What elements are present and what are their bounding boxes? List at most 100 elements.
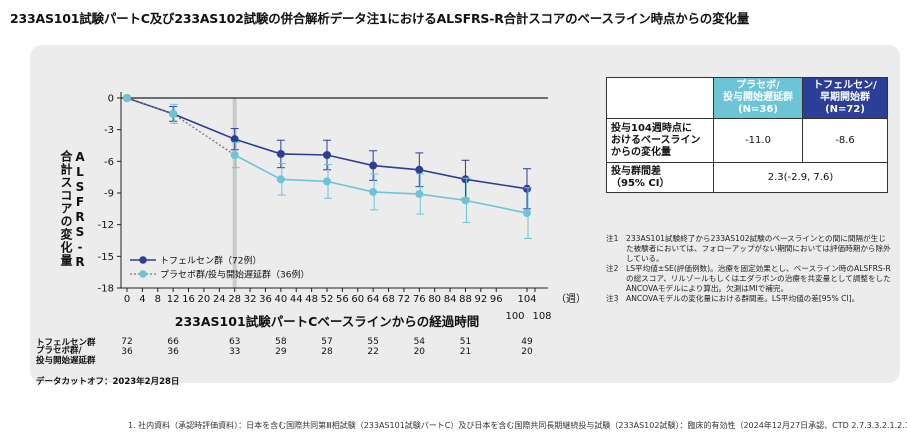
footnotes: 注1 233AS101試験終了から233AS102試験のベースラインとの間に間隔が… [606, 234, 891, 304]
nrisk-value: 29 [275, 347, 287, 357]
nrisk-value: 58 [275, 337, 287, 347]
reference: 1. 社内資料（承認時評価資料）：日本を含む国際共同第Ⅲ相試験（233AS101… [128, 421, 907, 430]
x-tick-label: 96 [490, 294, 503, 305]
x-tick-label: 4 [139, 294, 145, 305]
data-point [323, 177, 331, 186]
data-cutoff: データカットオフ：2023年2月28日 [36, 377, 180, 387]
nrisk-label-placebo: プラセボ群/投与開始遅延群 [36, 346, 96, 366]
x-tick-label: 32 [244, 294, 257, 305]
chart-marks [123, 94, 532, 239]
nrisk-value: 57 [321, 337, 332, 347]
x-tick-label: 48 [305, 294, 318, 305]
x-tick-label: 84 [444, 294, 457, 305]
nrisk-value: 72 [121, 337, 132, 347]
summary-col-tofersen: トフェルセン/早期開始群 (N=72) [802, 77, 888, 119]
nrisk-value: 21 [460, 347, 471, 357]
summary-row1-label: 投与104週時点に おけるベースライン からの変化量 [606, 118, 714, 163]
chart-legend: トフェルセン群（72例） プラセボ群/投与開始遅延群（36例） [130, 255, 310, 281]
data-point [369, 161, 378, 170]
y-tick-label: 0 [108, 94, 114, 105]
data-point [230, 135, 239, 144]
x-tick-label: 92 [474, 294, 487, 305]
data-point [323, 151, 331, 159]
x-tick-label: 72 [398, 294, 411, 305]
data-point [523, 209, 531, 218]
x-tick-label: 52 [321, 294, 334, 305]
x-tick-label: 36 [259, 294, 272, 305]
data-point [276, 175, 285, 184]
x-axis-label: 233AS101試験パートCベースラインからの経過時間 [175, 314, 479, 329]
legend-label: プラセボ群/投与開始遅延群（36例） [160, 269, 310, 281]
x-tick-label: 88 [459, 294, 472, 305]
y-axis-label: ALSFRS-R合計スコアの変化量 [59, 150, 87, 270]
x-tick-label: 20 [198, 294, 211, 305]
data-point [523, 184, 531, 193]
nrisk-value: 28 [321, 347, 333, 357]
nrisk-value: 22 [367, 347, 378, 357]
chart-axes: 0-3-6-9-12-15-180 4 8 12 16 20 24 28 32 36 40 44 48 5… [98, 92, 586, 357]
nrisk-value: 66 [167, 337, 179, 347]
y-tick-label: -12 [98, 220, 114, 231]
footnote-3: 注3 ANCOVAモデルの変化量における群間差。LS平均値の差[95% CI]。 [606, 294, 860, 303]
summary-col-placebo: プラセボ/投与開始遅延群 (N=36) [713, 77, 803, 119]
nrisk-label-tofersen: トフェルセン群 [36, 338, 96, 348]
page-title: 233AS101試験パートC及び233AS102試験の併合解析データ注1における… [10, 11, 749, 26]
x-tick-label: 56 [336, 294, 349, 305]
data-point [230, 151, 239, 159]
summary-table: プラセボ/投与開始遅延群 (N=36) トフェルセン/早期開始群 (N=72) 投与… [606, 77, 888, 193]
x-tick-label: 8 [155, 294, 161, 305]
data-point [169, 109, 178, 118]
summary-row1-placebo: -11.0 [713, 118, 803, 163]
nrisk-value: 63 [229, 337, 240, 347]
x-tick-label: 80 [428, 294, 441, 305]
x-unit: （週） [556, 293, 586, 305]
nrisk-value: 20 [521, 347, 533, 357]
data-point [461, 196, 470, 205]
nrisk-value: 51 [460, 337, 471, 347]
nrisk-value: 20 [414, 347, 426, 357]
nrisk-value: 33 [229, 347, 240, 357]
y-tick-label: -18 [98, 284, 114, 295]
x-tick-label: 28 [228, 294, 241, 305]
summary-row1-tofersen: -8.6 [802, 118, 888, 163]
x-tick-label-extra: 100 [505, 311, 524, 322]
y-tick-label: -9 [104, 189, 114, 200]
summary-row2-label: 投与群間差 （95% CI） [606, 162, 714, 193]
y-tick-label: -3 [104, 125, 114, 136]
x-tick-label: 12 [167, 294, 180, 305]
summary-row2-value: 2.3(-2.9, 7.6) [713, 162, 888, 193]
x-tick-label: 64 [367, 294, 380, 305]
footnote-2: 注2 LS平均値±SE(評価例数)。治療を固定効果とし、ベースライン時のALSFR… [606, 264, 891, 293]
x-tick-label: 68 [382, 294, 395, 305]
data-point [276, 149, 285, 158]
data-point [415, 190, 424, 199]
nrisk-value: 49 [521, 337, 533, 347]
data-point [123, 94, 131, 102]
x-tick-label: 76 [413, 294, 426, 305]
x-tick-label: 44 [290, 294, 303, 305]
x-tick-label: 60 [351, 294, 364, 305]
nrisk-label-placebo-text: プラセボ群/投与開始遅延群 [36, 346, 96, 366]
x-tick-label: 16 [182, 294, 195, 305]
legend-label: トフェルセン群（72例） [160, 255, 261, 267]
x-tick-label: 104 [517, 294, 536, 305]
y-tick-label: -15 [98, 252, 114, 263]
nrisk-value: 54 [414, 337, 426, 347]
x-tick-label: 0 [124, 294, 130, 305]
nrisk-value: 36 [167, 347, 179, 357]
x-tick-label: 24 [213, 294, 226, 305]
x-tick-label-extra: 108 [532, 311, 551, 322]
footnote-1: 注1 233AS101試験終了から233AS102試験のベースラインとの間に間隔が… [606, 234, 891, 263]
legend-marker [139, 256, 147, 264]
data-point [461, 175, 470, 184]
x-tick-label: 40 [274, 294, 287, 305]
summary-table-corner [606, 77, 714, 119]
legend-marker [139, 270, 147, 278]
week28-band [232, 98, 237, 288]
y-tick-label: -6 [104, 157, 114, 168]
data-point [369, 187, 378, 196]
series-line-dotted [126, 97, 236, 156]
nrisk-value: 55 [367, 337, 378, 347]
nrisk-value: 36 [121, 347, 133, 357]
